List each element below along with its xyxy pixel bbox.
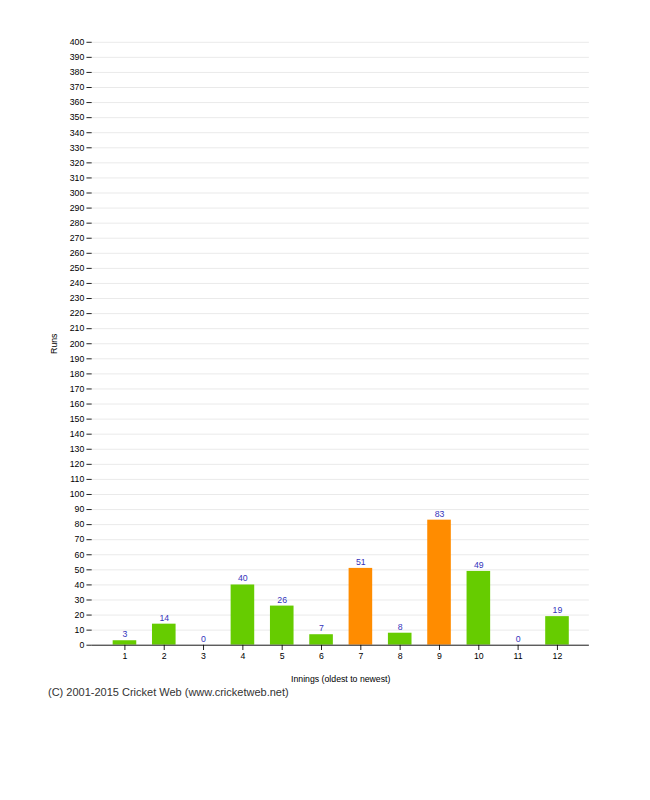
svg-text:210: 210 bbox=[70, 323, 85, 333]
svg-text:40: 40 bbox=[75, 580, 85, 590]
svg-text:0: 0 bbox=[201, 634, 206, 644]
svg-text:240: 240 bbox=[70, 278, 85, 288]
svg-text:230: 230 bbox=[70, 293, 85, 303]
html-text:(C) 2001-2015 Cricket Web (www: (C) 2001-2015 Cricket Web (www.cricketwe… bbox=[48, 686, 289, 699]
svg-text:80: 80 bbox=[75, 519, 85, 529]
svg-text:30: 30 bbox=[75, 595, 85, 605]
svg-text:6: 6 bbox=[319, 651, 324, 661]
svg-text:110: 110 bbox=[70, 474, 84, 484]
svg-text:270: 270 bbox=[70, 233, 85, 243]
svg-text:140: 140 bbox=[70, 429, 85, 439]
svg-text:70: 70 bbox=[75, 534, 85, 544]
svg-text:8: 8 bbox=[398, 651, 403, 661]
svg-text:280: 280 bbox=[70, 218, 85, 228]
svg-text:250: 250 bbox=[70, 263, 85, 273]
svg-text:Runs: Runs bbox=[49, 333, 59, 354]
svg-text:8: 8 bbox=[398, 622, 403, 632]
svg-text:170: 170 bbox=[70, 384, 85, 394]
svg-text:90: 90 bbox=[75, 504, 85, 514]
svg-text:60: 60 bbox=[75, 550, 85, 560]
svg-text:0: 0 bbox=[79, 640, 84, 650]
svg-text:7: 7 bbox=[358, 651, 363, 661]
svg-text:190: 190 bbox=[70, 354, 85, 364]
svg-text:290: 290 bbox=[70, 203, 85, 213]
svg-text:180: 180 bbox=[70, 369, 85, 379]
svg-text:320: 320 bbox=[70, 158, 85, 168]
svg-text:3: 3 bbox=[201, 651, 206, 661]
svg-text:220: 220 bbox=[70, 308, 85, 318]
svg-text:340: 340 bbox=[70, 128, 85, 138]
svg-text:20: 20 bbox=[75, 610, 85, 620]
svg-text:380: 380 bbox=[70, 67, 85, 77]
svg-text:50: 50 bbox=[75, 565, 85, 575]
svg-text:330: 330 bbox=[70, 143, 85, 153]
svg-text:360: 360 bbox=[70, 97, 85, 107]
svg-text:9: 9 bbox=[437, 651, 442, 661]
svg-text:11: 11 bbox=[514, 651, 523, 661]
svg-text:2: 2 bbox=[162, 651, 167, 661]
svg-text:130: 130 bbox=[70, 444, 85, 454]
svg-text:300: 300 bbox=[70, 188, 85, 198]
svg-text:14: 14 bbox=[159, 613, 169, 623]
svg-text:10: 10 bbox=[474, 651, 484, 661]
svg-text:100: 100 bbox=[70, 489, 85, 499]
svg-text:3: 3 bbox=[122, 629, 127, 639]
svg-text:400: 400 bbox=[70, 37, 85, 47]
svg-text:5: 5 bbox=[280, 651, 285, 661]
svg-text:4: 4 bbox=[240, 651, 245, 661]
svg-text:1: 1 bbox=[122, 651, 127, 661]
svg-text:390: 390 bbox=[70, 52, 85, 62]
svg-text:200: 200 bbox=[70, 339, 85, 349]
svg-text:310: 310 bbox=[70, 173, 85, 183]
svg-text:19: 19 bbox=[553, 605, 563, 615]
svg-text:51: 51 bbox=[356, 557, 366, 567]
svg-text:26: 26 bbox=[277, 595, 287, 605]
svg-text:40: 40 bbox=[238, 573, 248, 583]
svg-text:120: 120 bbox=[70, 459, 85, 469]
svg-text:10: 10 bbox=[75, 625, 85, 635]
svg-text:83: 83 bbox=[435, 509, 445, 519]
svg-text:370: 370 bbox=[70, 82, 85, 92]
svg-text:7: 7 bbox=[319, 623, 324, 633]
svg-text:160: 160 bbox=[70, 399, 85, 409]
svg-text:260: 260 bbox=[70, 248, 85, 258]
svg-text:150: 150 bbox=[70, 414, 85, 424]
svg-text:49: 49 bbox=[474, 560, 484, 570]
svg-text:0: 0 bbox=[516, 634, 521, 644]
svg-text:12: 12 bbox=[553, 651, 563, 661]
svg-text:350: 350 bbox=[70, 112, 85, 122]
svg-text:Innings (oldest to newest): Innings (oldest to newest) bbox=[291, 674, 390, 684]
